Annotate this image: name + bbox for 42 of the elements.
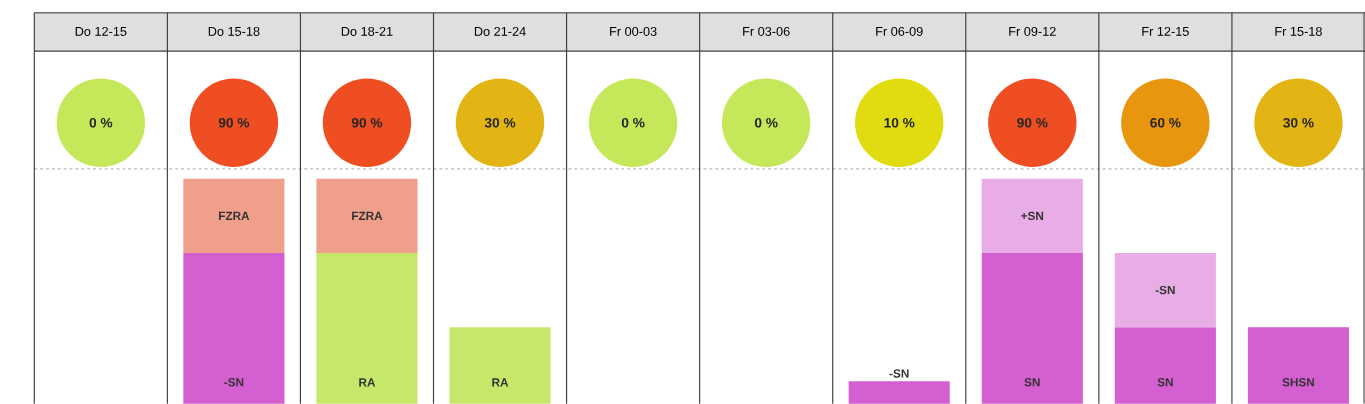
text: 90 % [351, 118, 383, 128]
annotation: -SN [1155, 286, 1175, 295]
x-tick-label: Do 12-15 [75, 27, 127, 37]
bar [1114, 253, 1216, 328]
annotation: -SN [889, 369, 909, 378]
x-tick-label: Fr 12-15 [1142, 27, 1189, 37]
annotation: FZRA [352, 211, 383, 221]
text: 0 % [621, 118, 645, 128]
bar [848, 381, 950, 404]
x-tick-label: Fr 09-12 [1009, 27, 1056, 37]
text: 90 % [218, 118, 250, 128]
bar [183, 178, 285, 254]
text: 10 % [884, 118, 915, 128]
text: 90 % [1017, 118, 1048, 128]
annotation: FZRA [219, 211, 250, 221]
annotation: RA [359, 378, 376, 387]
x-tick-label: Do 15-18 [208, 27, 260, 37]
x-tick-label: Fr 00-03 [610, 27, 657, 37]
x-tick-label: Fr 03-06 [743, 27, 790, 37]
annotation: RA [492, 378, 509, 387]
bar [981, 178, 1083, 254]
x-tick-label: Do 18-21 [341, 27, 393, 37]
x-tick-label: Do 21-24 [474, 27, 526, 37]
x-tick-label: Fr 06-09 [876, 27, 923, 37]
bar [1114, 327, 1216, 404]
bar [316, 178, 418, 254]
annotation: +SN [1021, 211, 1044, 221]
text: 0 % [754, 118, 778, 128]
annotation: SN [1157, 378, 1173, 387]
text: 30 % [484, 118, 516, 128]
text: 60 % [1150, 118, 1181, 128]
text: 0 % [89, 118, 113, 128]
bar [449, 327, 551, 404]
annotation: SN [1024, 378, 1040, 387]
annotation: -SN [224, 378, 244, 387]
bar [981, 253, 1083, 404]
bar [316, 253, 418, 404]
bar [1247, 327, 1349, 404]
annotation: SHSN [1282, 378, 1314, 387]
text: 30 % [1283, 118, 1314, 128]
x-tick-label: Fr 15-18 [1275, 27, 1322, 37]
bar [183, 253, 285, 404]
